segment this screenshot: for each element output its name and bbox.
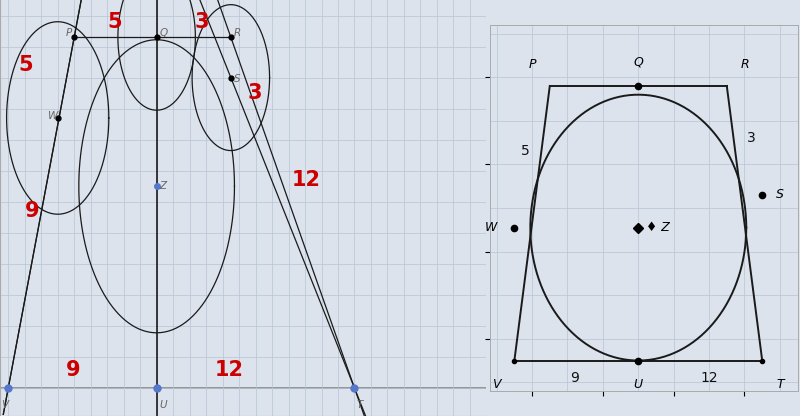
Text: 5: 5	[18, 55, 33, 75]
Text: S: S	[234, 74, 241, 84]
Text: ♦ Z: ♦ Z	[646, 221, 670, 234]
Text: W: W	[485, 221, 498, 234]
Text: R: R	[234, 27, 242, 37]
Text: 5: 5	[107, 12, 122, 32]
Text: T: T	[356, 400, 362, 410]
Text: R: R	[740, 58, 749, 71]
Text: T: T	[776, 378, 784, 391]
Text: 5: 5	[521, 144, 530, 158]
Text: W: W	[48, 111, 58, 121]
Text: U: U	[159, 400, 166, 410]
Text: P: P	[528, 58, 536, 71]
Text: 9: 9	[570, 371, 579, 385]
Text: 12: 12	[700, 371, 718, 385]
Text: 3: 3	[747, 131, 756, 145]
Text: V: V	[493, 378, 501, 391]
Text: 3: 3	[247, 83, 262, 103]
Text: Z: Z	[159, 181, 166, 191]
Text: P: P	[66, 27, 72, 37]
Text: S: S	[776, 188, 784, 201]
Text: 9: 9	[66, 360, 81, 380]
Text: 9: 9	[25, 201, 39, 221]
Text: U: U	[634, 378, 643, 391]
Text: 12: 12	[292, 170, 321, 190]
Text: 12: 12	[214, 360, 243, 380]
Text: V: V	[2, 400, 9, 410]
Text: 3: 3	[194, 12, 209, 32]
Text: Q: Q	[634, 55, 643, 69]
Text: Q: Q	[159, 27, 167, 37]
